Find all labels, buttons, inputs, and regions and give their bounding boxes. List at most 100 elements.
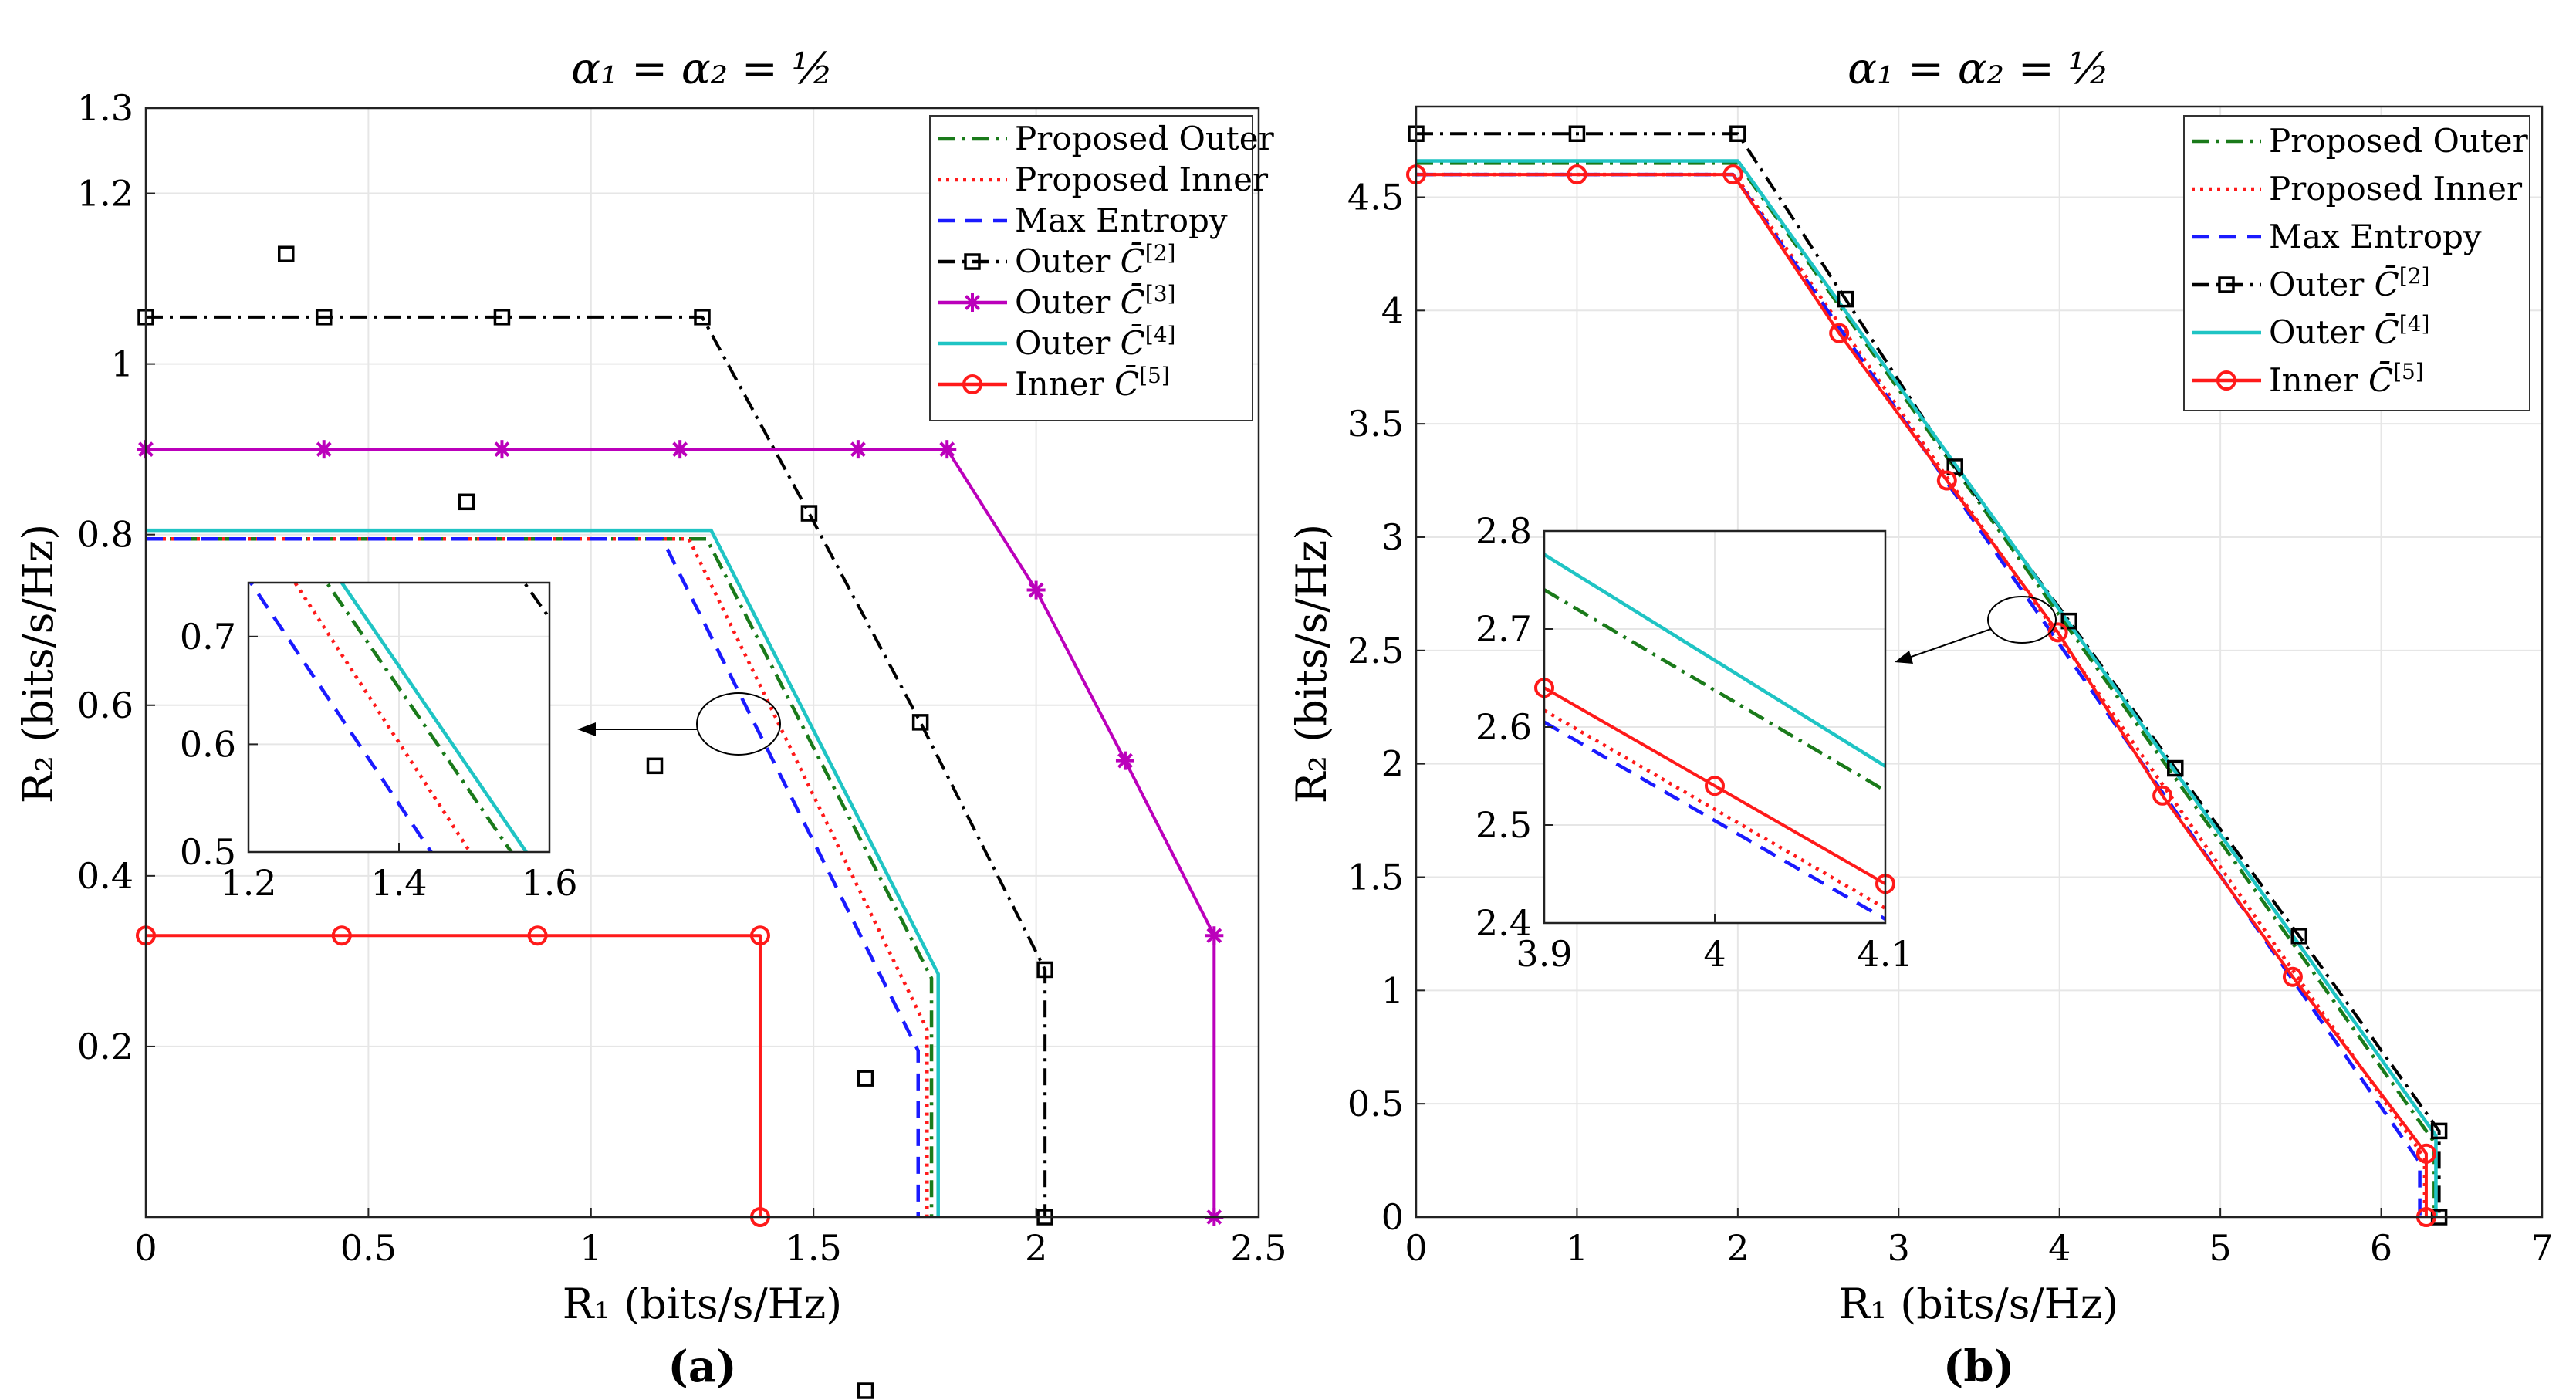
- series-line-5: [146, 528, 940, 1217]
- series-marker-5: [2152, 785, 2173, 806]
- y-tick-label: 3.5: [1347, 403, 1404, 445]
- series-line-4: [340, 583, 529, 852]
- panel-b-zoom-ellipse: [1987, 596, 2057, 644]
- series-line-4: [1416, 159, 2438, 1217]
- y-tick-label: 2: [1381, 743, 1404, 785]
- series-marker-3: [493, 309, 511, 326]
- x-tick-label: 1: [580, 1227, 602, 1269]
- x-tick-label: 3: [1888, 1227, 1910, 1269]
- series-marker-4: [1115, 751, 1134, 770]
- x-tick-label: 2: [1726, 1227, 1749, 1269]
- y-tick-label: 0.8: [77, 514, 134, 556]
- series-marker-4: [1205, 926, 1224, 945]
- y-tick-label: 4.5: [1347, 176, 1404, 218]
- series-line-3: [146, 315, 1047, 1217]
- series-marker-5: [1722, 164, 1743, 185]
- panel-b-inset: 3.9 4 4.1 2.4 2.5 2.6 2.7 2.8: [1476, 510, 1914, 975]
- legend-label: Proposed Inner: [2269, 170, 2523, 208]
- x-tick-label: 1.6: [521, 862, 577, 904]
- series-marker-3: [911, 714, 929, 731]
- x-tick-label: 0: [1405, 1227, 1427, 1269]
- x-tick-label: 7: [2530, 1227, 2553, 1269]
- x-tick-label: 4: [1703, 933, 1726, 975]
- series-line-6: [146, 934, 762, 1217]
- series-marker-3: [1946, 458, 1963, 475]
- panel-a-x-ticks: 0 0.5 1 1.5 2 2.5: [134, 1208, 1287, 1269]
- x-tick-label: 1.5: [786, 1227, 842, 1269]
- series-marker-3: [278, 245, 295, 262]
- panel-a-y-ticks: 0.2 0.4 0.6 0.8 1 1.2 1.3: [77, 87, 155, 1067]
- y-tick-label: 0.2: [77, 1026, 134, 1067]
- panel-b-label: (b): [1943, 1341, 2014, 1392]
- panel-a-zoom-arrowhead: [577, 722, 596, 736]
- panel-b-zoom-arrow: [1902, 628, 1992, 661]
- y-tick-label: 0.5: [1347, 1083, 1404, 1124]
- series-marker-4: [1026, 580, 1046, 600]
- series-marker-5: [1829, 323, 1850, 343]
- y-tick-label: 2.8: [1476, 510, 1532, 552]
- y-tick-label: 0.5: [180, 831, 236, 873]
- series-line-1: [146, 536, 929, 1217]
- panel-b-frame: [1415, 105, 2544, 1219]
- series-marker-5: [2415, 1143, 2436, 1164]
- series-marker-4: [314, 440, 333, 459]
- x-tick-label: 4.1: [1857, 933, 1913, 975]
- panel-b-x-ticks: 0 1 2 3 4 5 6 7: [1405, 1208, 2554, 1269]
- y-tick-label: 1: [1381, 969, 1404, 1011]
- series-marker-2: [1705, 776, 1725, 796]
- x-tick-label: 1.4: [370, 862, 427, 904]
- series-marker-3: [1837, 290, 1854, 308]
- x-tick-label: 2: [1025, 1227, 1047, 1269]
- series-marker-4: [938, 440, 957, 459]
- y-tick-label: 0.6: [180, 723, 236, 765]
- panel-b-y-label: R₂ (bits/s/Hz): [1287, 524, 1336, 804]
- panel-a-inset: 1.2 1.4 1.6 0.5 0.6 0.7: [180, 245, 874, 1399]
- x-tick-label: 3.9: [1516, 933, 1572, 975]
- y-tick-label: 1.5: [1347, 856, 1404, 898]
- y-tick-label: 2.7: [1476, 608, 1532, 650]
- series-marker-3: [2060, 612, 2077, 630]
- series-line-0: [1544, 553, 1885, 768]
- series-marker-4: [671, 440, 690, 459]
- panel-a-zoom-ellipse: [696, 692, 781, 756]
- legend-marker: [963, 293, 982, 312]
- y-tick-label: 3: [1381, 516, 1404, 558]
- legend-marker: [2216, 370, 2236, 391]
- series-marker-6: [331, 925, 352, 946]
- series-marker-3: [2430, 1122, 2448, 1140]
- y-tick-label: 2.4: [1476, 902, 1532, 944]
- legend-marker: [962, 374, 982, 394]
- legend-label: Max Entropy: [2269, 218, 2482, 255]
- panel-a-y-label: R₂ (bits/s/Hz): [14, 524, 63, 804]
- series-marker-3: [800, 505, 818, 522]
- panel-a-title: α₁ = α₂ = ½: [571, 44, 833, 94]
- x-tick-label: 1: [1566, 1227, 1588, 1269]
- series-marker-4: [492, 440, 512, 459]
- series-line-2: [1544, 686, 1885, 885]
- y-tick-label: 4: [1381, 289, 1404, 331]
- series-marker-3: [315, 309, 333, 326]
- legend-label: Proposed Outer: [1015, 120, 1275, 157]
- x-tick-label: 5: [2209, 1227, 2232, 1269]
- x-tick-label: 0: [134, 1227, 157, 1269]
- series-marker-3: [1568, 125, 1586, 142]
- legend-marker: [2218, 276, 2235, 293]
- series-line-2: [146, 536, 920, 1217]
- series-marker-4: [848, 440, 867, 459]
- series-line-3: [1544, 708, 1885, 910]
- panel-a-frame: [144, 107, 1260, 1219]
- series-marker-3: [857, 1382, 874, 1399]
- series-line-4: [146, 448, 1216, 1217]
- series-marker-5: [1936, 470, 1957, 491]
- panel-b-y-ticks: 0 0.5 1 1.5 2 2.5 3 3.5 4 4.5: [1347, 176, 1425, 1238]
- panel-b-x-label: R₁ (bits/s/Hz): [1839, 1280, 2119, 1328]
- legend-label: Proposed Inner: [1015, 161, 1269, 198]
- y-tick-label: 1.3: [77, 87, 134, 129]
- panel-a-inset-y-ticks: 0.5 0.6 0.7: [180, 616, 258, 873]
- series-marker-3: [857, 1070, 874, 1087]
- panel-a-x-label: R₁ (bits/s/Hz): [563, 1280, 843, 1328]
- y-tick-label: 0.4: [77, 855, 134, 897]
- panel-b-inset-x-ticks: 3.9 4 4.1: [1516, 914, 1914, 975]
- legend-label: Max Entropy: [1015, 201, 1228, 239]
